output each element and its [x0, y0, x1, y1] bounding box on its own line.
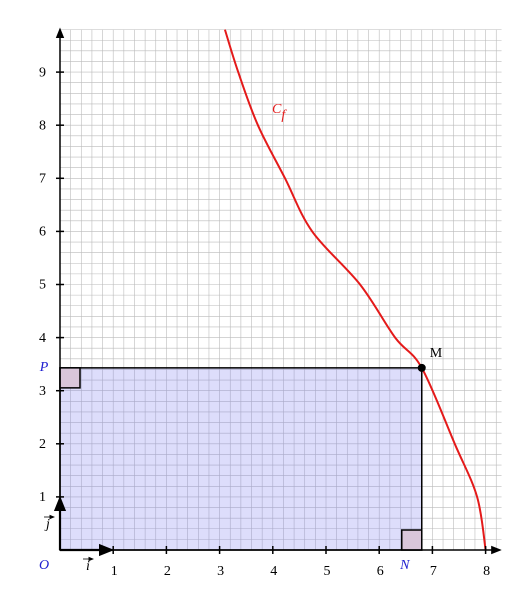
rectangle [59, 367, 423, 551]
y-tick-label: 6 [39, 225, 46, 240]
y-tick-label: 3 [39, 384, 46, 399]
curve-label-sub: f [281, 108, 287, 123]
y-tick-label: 8 [39, 118, 46, 133]
point [417, 363, 426, 372]
y-tick-label: 7 [39, 172, 46, 187]
y-tick-label: 2 [39, 437, 46, 452]
origin-label: O [39, 558, 49, 573]
x-tick-label: 5 [324, 564, 331, 579]
curve-label: Cf [272, 102, 287, 123]
y-tick-label: 9 [39, 65, 46, 80]
x-tick-label: 8 [483, 564, 490, 579]
curve [223, 29, 487, 551]
unit-vector-i-label: i [86, 559, 90, 574]
y-tick-label: 1 [39, 490, 46, 505]
right-angle [401, 529, 423, 551]
y-tick-label: 4 [39, 331, 46, 346]
right-angle [59, 367, 81, 389]
x-tick-label: 7 [430, 564, 437, 579]
x-tick-label: 2 [164, 564, 171, 579]
x-tick-label: 4 [270, 564, 277, 579]
x-tick-label: 1 [111, 564, 118, 579]
x-tick-label: 3 [217, 564, 224, 579]
p-label: P [39, 360, 49, 375]
curve-label-main: C [272, 102, 282, 117]
unit-vector-j-label: j [44, 517, 50, 532]
y-tick-label: 5 [39, 278, 46, 293]
n-label: N [399, 558, 410, 573]
point-label: M [430, 346, 443, 361]
x-tick-label: 6 [377, 564, 384, 579]
